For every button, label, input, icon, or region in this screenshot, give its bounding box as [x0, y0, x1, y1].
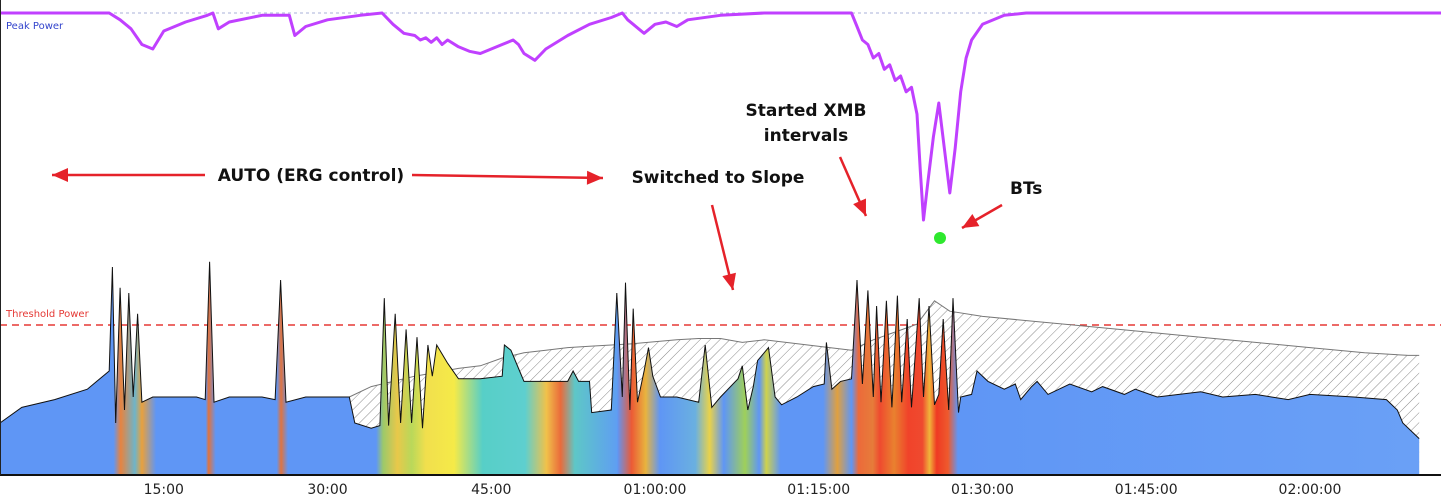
- threshold-power-label: Threshold Power: [5, 309, 90, 320]
- wbal-line: [349, 300, 1420, 398]
- annotation-bts: BTs: [1010, 179, 1042, 199]
- peak-power-label: Peak Power: [6, 21, 64, 32]
- annotation-auto-erg: AUTO (ERG control): [218, 166, 404, 186]
- x-tick-label: 30:00: [307, 482, 347, 498]
- erg-arrow-right: [411, 173, 604, 180]
- erg-arrow-right-head: [586, 170, 603, 185]
- x-tick-label: 01:00:00: [624, 482, 687, 498]
- power-line: [0, 261, 1420, 439]
- annotation-switched-slope: Switched to Slope: [632, 168, 805, 188]
- x-tick-label: 02:00:00: [1279, 482, 1342, 498]
- erg-arrow-left-head: [52, 168, 68, 182]
- power-area: [0, 261, 1420, 475]
- xmb-arrow-head: [853, 198, 866, 216]
- annotation-xmb-line2: intervals: [764, 126, 848, 146]
- slope-arrow-head: [722, 272, 736, 290]
- match-point-marker: [934, 232, 946, 244]
- x-tick-label: 01:45:00: [1115, 482, 1178, 498]
- x-tick-label: 01:30:00: [951, 482, 1014, 498]
- x-tick-label: 01:15:00: [787, 482, 850, 498]
- peak-power-curve: [0, 11, 1441, 222]
- annotation-xmb-line1: Started XMB: [746, 101, 867, 121]
- x-tick-label: 45:00: [471, 482, 511, 498]
- bts-arrow-head: [962, 213, 980, 228]
- x-tick-label: 15:00: [144, 482, 184, 498]
